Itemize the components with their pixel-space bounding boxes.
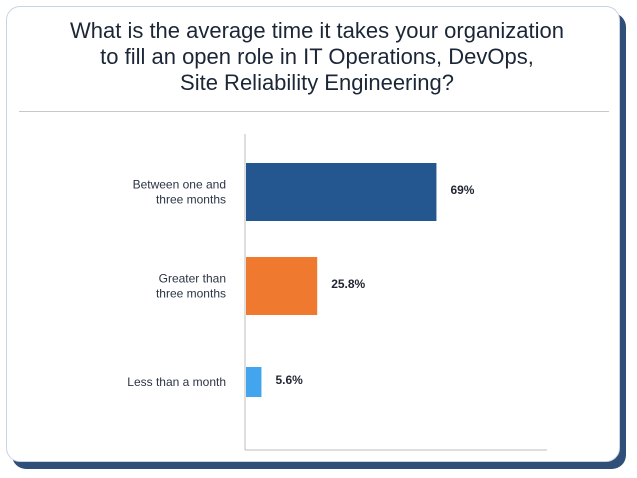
value-label-2: 5.6% [275,373,303,387]
bar-1 [246,257,318,315]
category-label-1: Greater than three months [156,272,226,301]
bar-0 [246,163,437,221]
category-label-2: Less than a month [127,375,226,389]
chart-title: What is the average time it takes your o… [69,18,565,95]
bar-2 [246,367,262,397]
title-divider [19,111,609,112]
value-label-1: 25.8% [331,277,365,291]
category-label-0: Between one and three months [133,178,226,207]
value-label-0: 69% [450,183,474,197]
chart-card [6,6,620,462]
